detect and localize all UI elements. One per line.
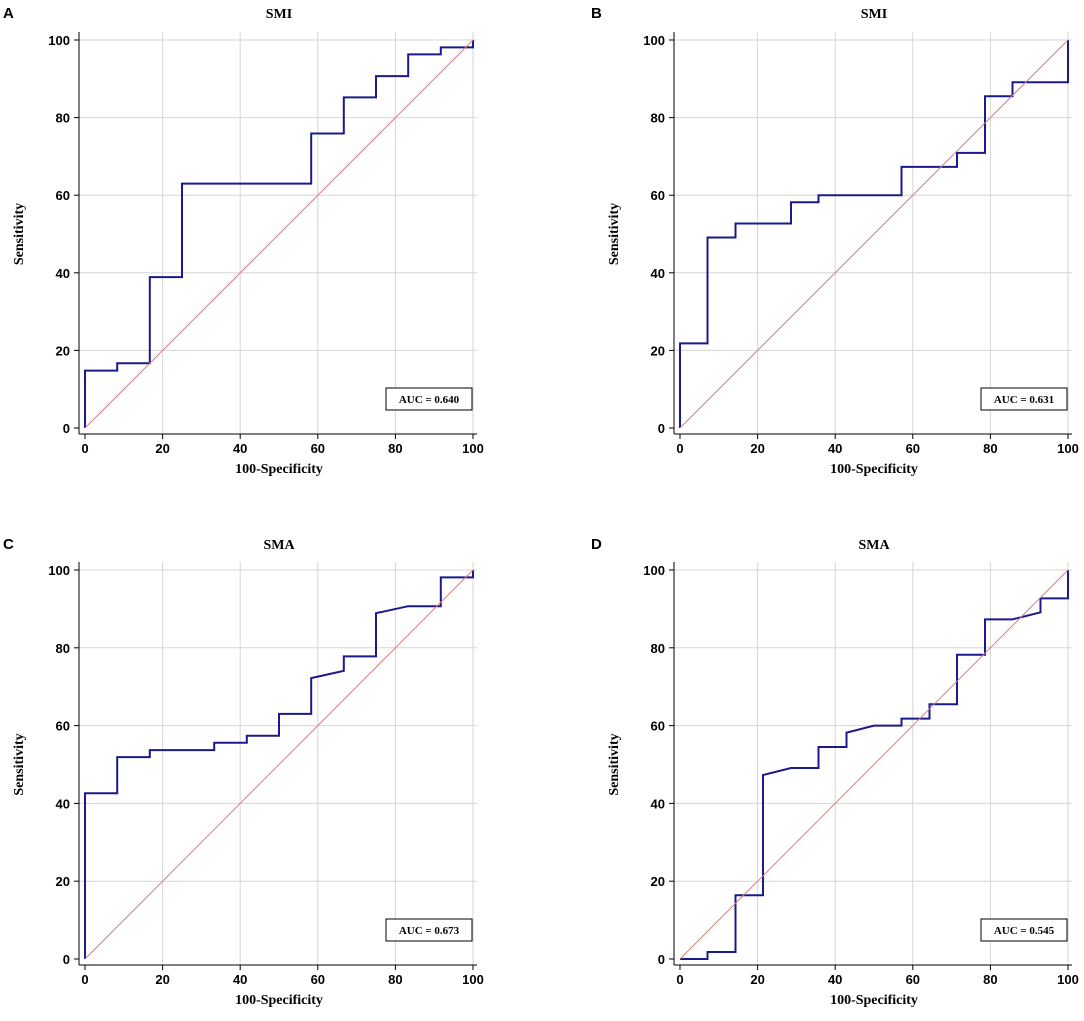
y-tick-label: 20 xyxy=(651,343,665,358)
chart-title: SMI xyxy=(266,7,292,22)
x-tick-label: 60 xyxy=(311,441,325,456)
roc-curve xyxy=(84,40,474,428)
x-tick-label: 0 xyxy=(676,972,683,987)
chart-title: SMI xyxy=(861,7,887,22)
x-tick-label: 60 xyxy=(311,972,325,987)
x-tick-label: 40 xyxy=(233,441,247,456)
x-axis-label: 100-Specificity xyxy=(830,462,918,477)
y-axis-label: Sensitivity xyxy=(12,203,27,265)
x-tick-label: 20 xyxy=(750,441,764,456)
y-tick-label: 0 xyxy=(658,952,665,967)
x-tick-label: 20 xyxy=(750,972,764,987)
panel-letter: B xyxy=(591,5,602,22)
x-axis-label: 100-Specificity xyxy=(235,462,323,477)
x-tick-label: 80 xyxy=(388,441,402,456)
x-tick-label: 80 xyxy=(983,972,997,987)
panel-c: C SMA 0 20 40 60 80 100 0 20 40 60 80 100 100-Specific… xyxy=(3,536,484,1008)
x-tick-label: 60 xyxy=(906,441,920,456)
y-axis-label: Sensitivity xyxy=(607,733,622,795)
x-tick-label: 0 xyxy=(676,441,683,456)
y-tick-label: 60 xyxy=(651,188,665,203)
x-tick-label: 40 xyxy=(233,972,247,987)
y-axis-label: Sensitivity xyxy=(12,733,27,795)
panel-letter: D xyxy=(591,536,602,553)
auc-box xyxy=(980,387,1068,411)
x-tick-label: 0 xyxy=(81,441,88,456)
x-tick-label: 100 xyxy=(462,441,484,456)
auc-box xyxy=(980,918,1068,942)
auc-box xyxy=(385,918,473,942)
y-tick-label: 20 xyxy=(56,343,70,358)
y-tick-label: 40 xyxy=(56,266,70,281)
reference-diagonal-line xyxy=(679,39,1069,429)
chart-title: SMA xyxy=(858,538,890,553)
y-axis-label: Sensitivity xyxy=(607,203,622,265)
reference-diagonal-line xyxy=(679,569,1069,960)
y-tick-label: 60 xyxy=(651,719,665,734)
auc-label: AUC = 0.631 xyxy=(994,394,1054,406)
y-tick-label: 80 xyxy=(56,641,70,656)
auc-box xyxy=(385,387,473,411)
roc-curve xyxy=(680,570,1069,960)
x-tick-label: 60 xyxy=(906,972,920,987)
x-tick-label: 80 xyxy=(983,441,997,456)
chart-title: SMA xyxy=(263,538,295,553)
y-tick-label: 40 xyxy=(651,796,665,811)
x-tick-label: 0 xyxy=(81,972,88,987)
panel-d: D SMA 0 20 40 60 80 100 0 20 40 60 80 100 100-Specific… xyxy=(591,536,1079,1008)
reference-diagonal-line xyxy=(84,569,474,960)
y-tick-label: 0 xyxy=(63,952,70,967)
x-tick-label: 100 xyxy=(1057,972,1079,987)
x-tick-label: 100 xyxy=(462,972,484,987)
panel-letter: A xyxy=(3,5,14,22)
reference-diagonal-line xyxy=(84,39,474,429)
y-tick-label: 20 xyxy=(56,874,70,889)
roc-curve xyxy=(679,40,1069,428)
auc-label: AUC = 0.673 xyxy=(399,925,460,937)
x-axis-label: 100-Specificity xyxy=(830,993,918,1008)
x-tick-label: 40 xyxy=(828,972,842,987)
roc-curve xyxy=(84,570,474,959)
x-tick-label: 20 xyxy=(155,441,169,456)
panel-a: A SMI 0 20 40 60 80 100 0 20 40 60 80 100 100-Specific… xyxy=(3,5,484,477)
y-tick-label: 100 xyxy=(643,563,665,578)
y-tick-label: 100 xyxy=(48,563,70,578)
y-tick-label: 80 xyxy=(651,111,665,126)
x-tick-label: 80 xyxy=(388,972,402,987)
y-tick-label: 60 xyxy=(56,188,70,203)
y-tick-label: 100 xyxy=(48,33,70,48)
y-tick-label: 80 xyxy=(651,641,665,656)
y-tick-label: 40 xyxy=(651,266,665,281)
y-tick-label: 20 xyxy=(651,874,665,889)
panel-b: B SMI 0 20 40 60 80 100 0 20 40 60 80 100 100-Specific… xyxy=(591,5,1079,477)
auc-label: AUC = 0.640 xyxy=(399,394,460,406)
panel-letter: C xyxy=(3,536,14,553)
y-tick-label: 60 xyxy=(56,719,70,734)
x-tick-label: 40 xyxy=(828,441,842,456)
x-tick-label: 20 xyxy=(155,972,169,987)
y-tick-label: 0 xyxy=(658,421,665,436)
y-tick-label: 100 xyxy=(643,33,665,48)
y-tick-label: 40 xyxy=(56,796,70,811)
x-axis-label: 100-Specificity xyxy=(235,993,323,1008)
y-tick-label: 80 xyxy=(56,111,70,126)
y-tick-label: 0 xyxy=(63,421,70,436)
x-tick-label: 100 xyxy=(1057,441,1079,456)
auc-label: AUC = 0.545 xyxy=(994,925,1055,937)
